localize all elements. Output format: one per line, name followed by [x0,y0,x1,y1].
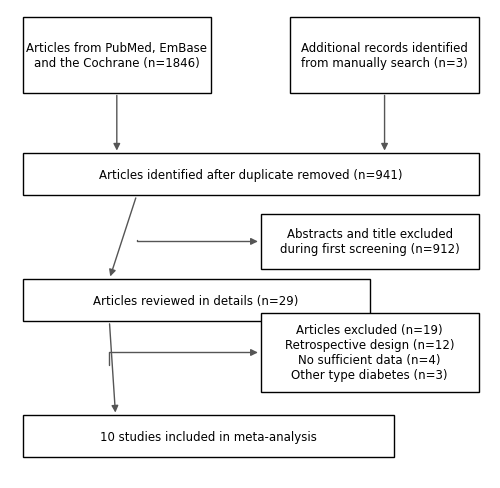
FancyBboxPatch shape [260,313,479,392]
Text: Articles from PubMed, EmBase
and the Cochrane (n=1846): Articles from PubMed, EmBase and the Coc… [26,42,208,70]
Text: 10 studies included in meta-analysis: 10 studies included in meta-analysis [100,430,317,443]
FancyBboxPatch shape [22,415,394,457]
Text: Additional records identified
from manually search (n=3): Additional records identified from manua… [301,42,468,70]
FancyBboxPatch shape [22,154,479,196]
Text: Articles excluded (n=19)
Retrospective design (n=12)
No sufficient data (n=4)
Ot: Articles excluded (n=19) Retrospective d… [285,324,454,382]
Text: Articles identified after duplicate removed (n=941): Articles identified after duplicate remo… [99,168,402,182]
FancyBboxPatch shape [260,215,479,269]
FancyBboxPatch shape [290,18,479,93]
Text: Articles reviewed in details (n=29): Articles reviewed in details (n=29) [94,294,299,307]
FancyBboxPatch shape [22,18,211,93]
FancyBboxPatch shape [22,280,370,322]
Text: Abstracts and title excluded
during first screening (n=912): Abstracts and title excluded during firs… [280,228,460,256]
